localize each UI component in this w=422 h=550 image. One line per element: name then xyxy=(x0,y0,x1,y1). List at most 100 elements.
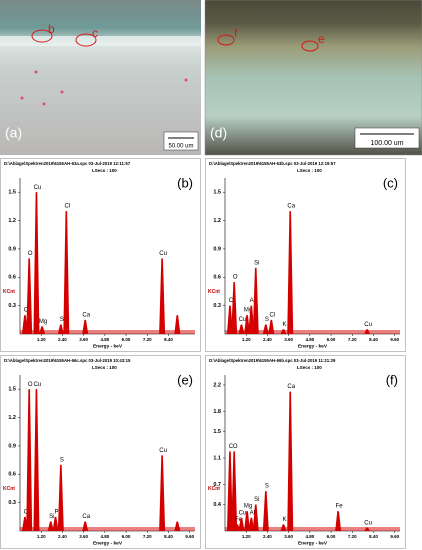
x-axis-title: Energy - keV xyxy=(298,540,328,546)
x-tick-label: 1.20 xyxy=(242,337,251,342)
x-tick-label: 1.20 xyxy=(37,337,46,342)
peak xyxy=(226,451,233,531)
x-tick-label: 9.60 xyxy=(185,534,194,539)
peak-label: Al xyxy=(250,510,255,516)
noise-floor xyxy=(225,527,400,531)
peak xyxy=(39,326,46,334)
x-axis-title: Energy - keV xyxy=(93,540,123,546)
panel-label: (d) xyxy=(210,125,227,141)
x-tick-label: 3.60 xyxy=(79,337,88,342)
micrograph-a: 50.00 um b c (a) xyxy=(0,0,201,155)
peak xyxy=(57,464,64,531)
peak-label: Cu xyxy=(364,322,372,328)
peak-label: Cu xyxy=(239,510,247,516)
peak xyxy=(26,258,33,334)
peak-label: Cl xyxy=(269,312,275,318)
y-tick-label: 1.2 xyxy=(8,218,16,224)
y-tick-label: 0.9 xyxy=(8,443,16,449)
peak xyxy=(226,305,233,334)
x-tick-label: 1.20 xyxy=(37,534,46,539)
panel-label: (a) xyxy=(5,125,22,141)
marker: b xyxy=(48,22,55,36)
scale-label: 100.00 um xyxy=(370,140,403,147)
peak xyxy=(82,319,89,334)
peak xyxy=(47,521,54,531)
peak-label: Mg xyxy=(244,504,252,510)
peak-label: S xyxy=(60,317,64,323)
x-tick-label: 4.80 xyxy=(100,337,109,342)
peak xyxy=(52,516,59,531)
peak xyxy=(82,521,89,531)
peak-label: Ca xyxy=(82,312,90,318)
peak-label: Si xyxy=(254,497,259,503)
peak xyxy=(252,504,259,531)
x-tick-label: 4.80 xyxy=(305,337,314,342)
marker: f xyxy=(234,26,238,40)
x-tick-label: 8.40 xyxy=(369,337,378,342)
spectrum-header: D:\Ablage\Spektren2019\6155AH-63a.spc 03… xyxy=(4,161,131,166)
y-tick-label: 0.9 xyxy=(213,246,221,252)
peak-label: Cu xyxy=(34,382,42,388)
y-tick-label: 1.5 xyxy=(213,190,221,196)
peak-label: Cu xyxy=(364,520,372,526)
peak-label: O xyxy=(233,275,238,281)
lsecs: LSecs : 100 xyxy=(92,168,117,173)
peak-label: K xyxy=(283,322,287,328)
x-tick-label: 6.00 xyxy=(327,337,336,342)
y-axis-title: KCnt xyxy=(208,289,220,295)
peak xyxy=(231,282,238,334)
y-tick-label: 0.3 xyxy=(8,500,16,506)
peak xyxy=(244,315,251,334)
peak xyxy=(174,315,181,334)
peak xyxy=(280,524,287,531)
peak xyxy=(231,451,238,531)
peak-label: C xyxy=(229,298,234,304)
y-axis-title: KCnt xyxy=(3,486,15,492)
peak-label: S xyxy=(60,457,64,463)
x-tick-label: 6.00 xyxy=(122,534,131,539)
x-tick-label: 8.40 xyxy=(369,534,378,539)
panel-label: (e) xyxy=(177,372,193,387)
peak-label: Ca xyxy=(287,204,295,210)
y-tick-label: 1.1 xyxy=(213,455,221,461)
peak xyxy=(335,511,342,531)
y-tick-label: 2.2 xyxy=(213,382,221,388)
peak xyxy=(238,517,245,531)
x-tick-label: 2.40 xyxy=(58,337,67,342)
x-tick-label: 2.40 xyxy=(263,534,272,539)
x-tick-label: 9.60 xyxy=(390,534,399,539)
peak-label: Fe xyxy=(336,504,344,510)
peak xyxy=(268,319,275,334)
peak xyxy=(364,527,371,531)
lsecs: LSecs : 100 xyxy=(297,168,322,173)
x-tick-label: 3.60 xyxy=(284,337,293,342)
x-tick-label: 7.20 xyxy=(143,534,152,539)
x-tick-label: 6.00 xyxy=(327,534,336,539)
peak-label: K xyxy=(283,517,287,523)
peak-label: O xyxy=(28,251,33,257)
y-tick-label: 0.6 xyxy=(213,275,221,281)
panel-label: (f) xyxy=(386,372,398,387)
peak xyxy=(280,329,287,334)
x-tick-label: 8.40 xyxy=(164,534,173,539)
peak-label: Al xyxy=(250,298,255,304)
peak-label: Fe xyxy=(235,517,243,523)
peak-label: Cu xyxy=(239,317,247,323)
y-tick-label: 0.6 xyxy=(8,275,16,281)
x-tick-label: 7.20 xyxy=(348,337,357,342)
x-tick-label: 7.20 xyxy=(143,337,152,342)
y-tick-label: 1.5 xyxy=(8,190,16,196)
x-axis-title: Energy - keV xyxy=(93,343,123,349)
x-tick-label: 7.20 xyxy=(348,534,357,539)
x-tick-label: 2.40 xyxy=(263,337,272,342)
peak xyxy=(26,389,33,531)
peak xyxy=(159,258,166,334)
peak xyxy=(262,491,269,531)
y-axis-title: KCnt xyxy=(208,486,220,492)
x-tick-label: 3.60 xyxy=(284,534,293,539)
peak-label: S xyxy=(265,317,269,323)
peak-label: C xyxy=(24,509,29,515)
y-tick-label: 1.8 xyxy=(213,409,221,415)
spectrum-header: D:\Ablage\Spektren2019\6155AH-66c.spc 03… xyxy=(4,358,131,363)
